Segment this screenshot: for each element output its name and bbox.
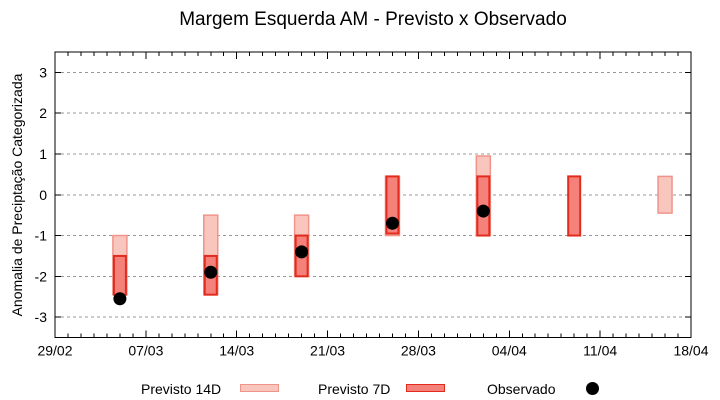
series-p7 — [112, 175, 582, 296]
svg-text:14/03: 14/03 — [219, 343, 254, 359]
plot-border — [54, 51, 692, 339]
svg-text:3: 3 — [39, 64, 47, 80]
legend-key-observado-dot — [586, 382, 599, 395]
svg-text:2: 2 — [39, 105, 47, 121]
legend-label-previsto-7d: Previsto 7D — [318, 381, 391, 397]
chart-title: Margem Esquerda AM - Previsto x Observad… — [179, 9, 567, 30]
svg-text:07/03: 07/03 — [128, 343, 163, 359]
gridlines — [55, 71, 691, 318]
svg-text:-3: -3 — [35, 309, 48, 325]
series-obs — [113, 204, 490, 306]
svg-text:-2: -2 — [35, 268, 48, 284]
svg-text:29/02: 29/02 — [37, 343, 72, 359]
legend-label-observado: Observado — [487, 381, 556, 397]
y-tick-labels: 3 2 1 0 -1 -2 -3 — [35, 64, 48, 325]
svg-text:28/03: 28/03 — [401, 343, 436, 359]
svg-text:11/04: 11/04 — [583, 343, 617, 359]
svg-text:-1: -1 — [35, 228, 48, 244]
legend-key-previsto-14d-box — [240, 384, 279, 392]
svg-text:18/04: 18/04 — [673, 343, 708, 359]
x-tick-labels: 29/02 07/03 14/03 21/03 28/03 04/04 11/04 18/04 — [37, 343, 708, 359]
legend-label-previsto-14d: Previsto 14D — [141, 381, 222, 397]
axis-ticks — [54, 52, 692, 338]
svg-text:04/04: 04/04 — [492, 343, 527, 359]
svg-text:0: 0 — [39, 187, 47, 203]
svg-text:1: 1 — [39, 146, 47, 162]
svg-text:21/03: 21/03 — [310, 343, 345, 359]
legend-key-previsto-7d-box — [406, 384, 445, 392]
